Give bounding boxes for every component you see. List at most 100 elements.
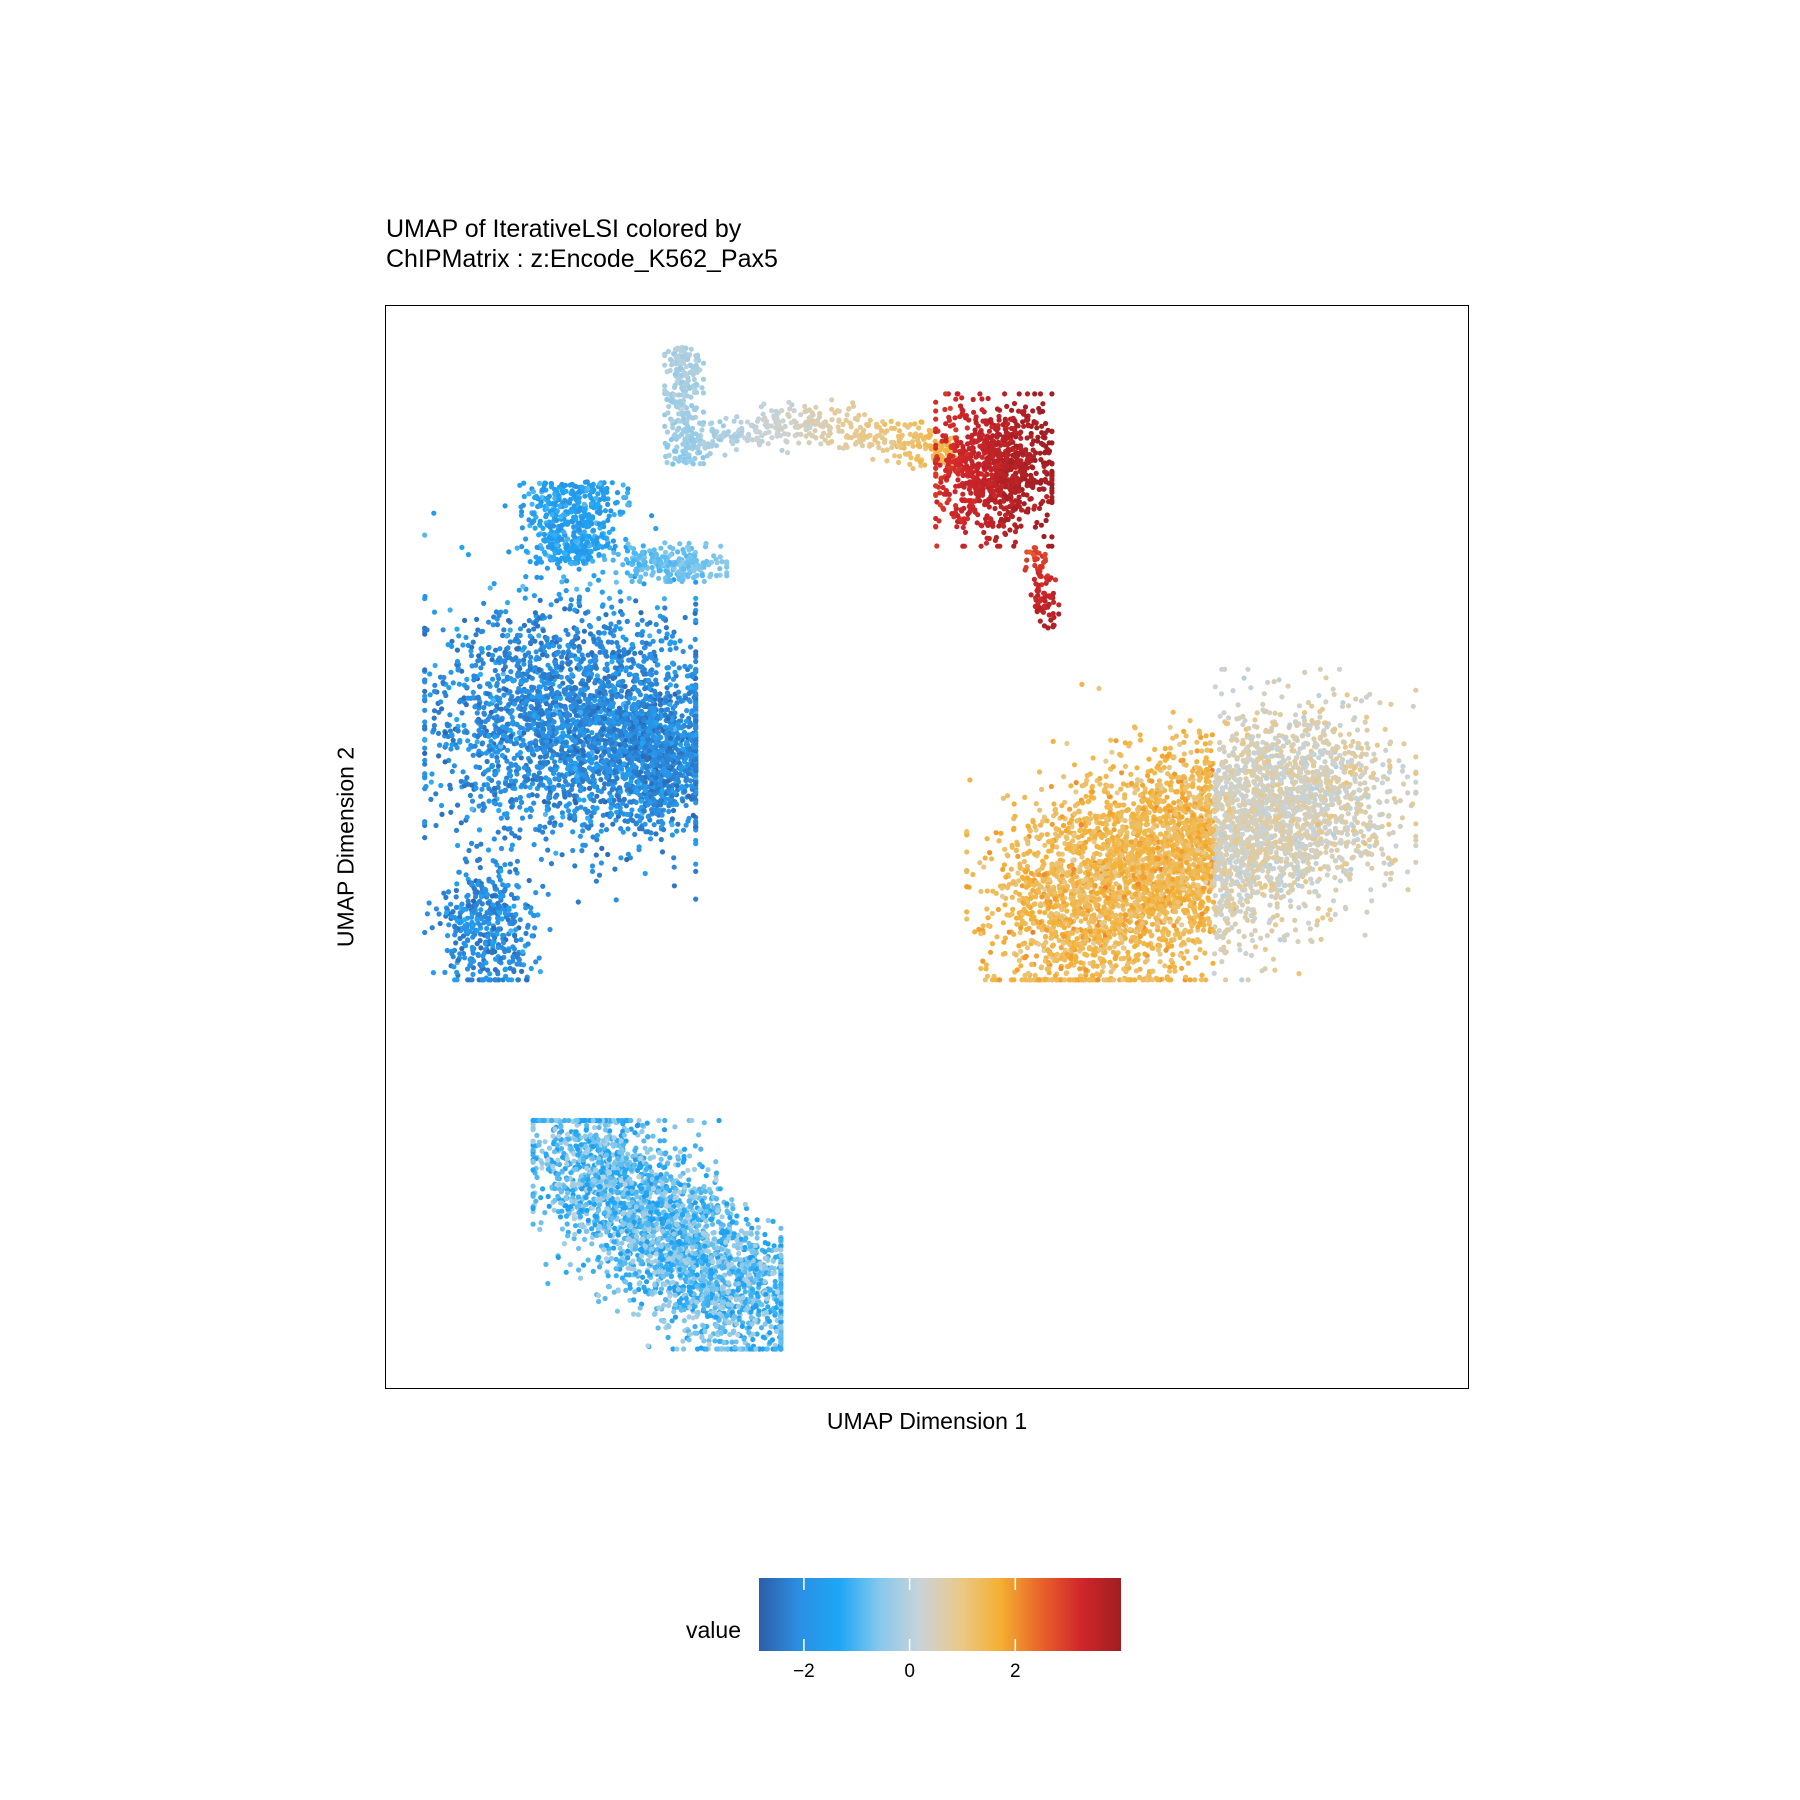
data-point bbox=[436, 753, 442, 759]
data-point bbox=[829, 406, 835, 412]
data-point bbox=[501, 692, 507, 698]
data-point bbox=[964, 451, 970, 457]
data-point bbox=[990, 454, 996, 460]
data-point bbox=[940, 454, 946, 460]
data-point bbox=[580, 656, 586, 662]
data-point bbox=[581, 628, 587, 634]
data-point bbox=[502, 966, 509, 972]
data-point bbox=[909, 439, 915, 446]
data-point bbox=[666, 665, 672, 671]
data-point bbox=[521, 493, 527, 500]
data-point bbox=[1009, 407, 1015, 413]
data-point bbox=[669, 832, 675, 838]
data-point bbox=[1041, 442, 1047, 448]
data-point bbox=[982, 443, 989, 450]
data-point bbox=[941, 491, 947, 497]
data-point bbox=[682, 768, 688, 774]
data-point bbox=[939, 438, 945, 444]
data-point bbox=[536, 532, 542, 538]
data-point bbox=[665, 410, 671, 416]
data-point bbox=[936, 518, 942, 524]
data-point bbox=[1023, 447, 1029, 453]
data-point bbox=[551, 635, 557, 641]
data-point bbox=[1032, 503, 1038, 509]
data-point bbox=[514, 882, 520, 889]
data-point bbox=[687, 384, 693, 391]
data-point bbox=[516, 730, 522, 736]
data-point bbox=[503, 609, 509, 615]
data-point bbox=[507, 710, 513, 716]
data-point bbox=[970, 396, 976, 403]
data-point bbox=[538, 499, 544, 505]
data-point bbox=[602, 675, 608, 681]
data-point bbox=[779, 407, 785, 414]
data-point bbox=[680, 413, 686, 419]
data-point bbox=[431, 510, 437, 516]
data-point bbox=[679, 406, 685, 412]
data-point bbox=[516, 587, 522, 593]
data-point bbox=[806, 440, 812, 446]
data-point bbox=[672, 382, 678, 388]
data-point bbox=[835, 408, 841, 414]
data-point bbox=[953, 503, 959, 509]
data-point bbox=[605, 501, 611, 507]
data-point bbox=[673, 683, 679, 689]
data-point bbox=[680, 353, 686, 359]
data-point bbox=[1000, 422, 1006, 428]
data-point bbox=[991, 481, 997, 487]
data-point bbox=[691, 694, 697, 700]
data-point bbox=[511, 895, 517, 902]
data-point bbox=[977, 498, 983, 504]
data-point bbox=[707, 451, 713, 457]
data-point bbox=[542, 824, 548, 830]
data-point bbox=[678, 401, 684, 407]
data-point bbox=[596, 551, 602, 558]
data-point bbox=[966, 417, 972, 423]
data-point bbox=[745, 431, 752, 437]
data-point bbox=[537, 754, 543, 760]
data-point bbox=[629, 641, 635, 648]
data-point bbox=[947, 452, 953, 459]
data-point bbox=[1035, 592, 1041, 598]
data-point bbox=[961, 505, 967, 511]
data-point bbox=[523, 930, 529, 937]
data-point bbox=[597, 510, 603, 516]
data-point bbox=[861, 435, 867, 441]
data-point bbox=[575, 899, 581, 905]
data-point bbox=[676, 458, 682, 464]
data-point bbox=[987, 516, 994, 522]
data-point bbox=[463, 872, 469, 878]
data-point bbox=[466, 746, 472, 752]
data-point bbox=[693, 617, 699, 623]
data-point bbox=[867, 432, 873, 438]
data-point bbox=[438, 782, 444, 789]
data-point bbox=[1046, 577, 1052, 583]
data-point bbox=[552, 532, 558, 538]
data-point bbox=[1035, 434, 1041, 440]
data-point bbox=[958, 439, 964, 446]
data-point bbox=[681, 349, 687, 355]
data-point bbox=[465, 738, 471, 744]
data-point bbox=[973, 420, 979, 426]
data-point bbox=[1034, 608, 1040, 614]
data-point bbox=[612, 866, 618, 872]
data-point bbox=[963, 480, 969, 486]
data-point bbox=[597, 481, 603, 487]
data-point bbox=[516, 835, 522, 841]
data-point bbox=[489, 762, 495, 768]
data-point bbox=[966, 446, 972, 452]
data-point bbox=[1043, 517, 1049, 524]
data-point bbox=[804, 408, 810, 414]
data-point bbox=[621, 796, 627, 802]
data-point bbox=[788, 420, 794, 426]
data-point bbox=[605, 851, 611, 858]
data-point bbox=[656, 628, 662, 634]
data-point bbox=[477, 671, 483, 677]
data-point bbox=[825, 432, 832, 439]
data-point bbox=[491, 925, 497, 932]
data-point bbox=[625, 826, 631, 832]
data-point bbox=[857, 433, 863, 439]
data-point bbox=[965, 434, 971, 440]
data-point bbox=[966, 503, 972, 509]
data-point bbox=[1008, 492, 1014, 498]
